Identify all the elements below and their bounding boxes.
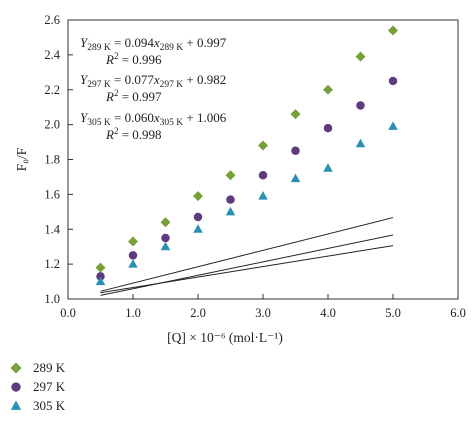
data-point (95, 276, 106, 286)
y-axis-title: F₀/F (14, 147, 29, 171)
data-point (95, 262, 106, 273)
data-point (258, 191, 268, 200)
fit-line (100, 234, 394, 296)
x-tick-label: 0.0 (60, 306, 76, 320)
eq-y-symbol: Y (80, 110, 89, 125)
x-tick-label: 4.0 (320, 306, 336, 320)
data-point (225, 206, 236, 216)
eq-x-symbol: x (153, 72, 160, 87)
y-tick-label: 2.6 (44, 13, 60, 27)
axes: 0.0 1.0 2.0 3.0 4.0 5.0 6.01.01.21.41.61.82.02… (14, 13, 466, 345)
fit-equation: Y289 K = 0.094x289 K + 0.997 (80, 35, 227, 53)
data-point (355, 138, 366, 148)
y-tick-label: 1.2 (44, 257, 60, 271)
data-point (291, 146, 300, 156)
legend-label: 297 K (33, 379, 66, 394)
r2-value: = 0.997 (118, 89, 162, 104)
x-tick-label: 5.0 (385, 306, 401, 320)
fit-line (100, 217, 394, 292)
legend-label: 305 K (33, 398, 66, 413)
legend-label: 289 K (33, 360, 66, 375)
data-point (388, 76, 398, 86)
data-point (226, 195, 235, 204)
data-point (225, 170, 236, 181)
fit-equation: Y297 K = 0.077x297 K + 0.982 (80, 72, 226, 90)
r2-value: = 0.998 (118, 127, 161, 142)
eq-slope: = 0.094 (111, 35, 155, 50)
y-tick-label: 2.2 (44, 83, 60, 97)
data-point (290, 109, 301, 120)
x-axis-title: [Q] × 10⁻⁶ (mol·L⁻¹) (167, 330, 283, 345)
data-point (161, 233, 170, 243)
data-point (323, 123, 333, 133)
r2-symbol: R (105, 89, 114, 104)
data-point (388, 121, 398, 130)
y-tick-label: 1.0 (44, 292, 60, 306)
r-squared: R2 = 0.997 (105, 88, 162, 104)
eq-intercept: + 0.982 (183, 72, 226, 87)
data-point (258, 170, 268, 180)
eq-y-subscript: 305 K (87, 118, 111, 128)
eq-y-subscript: 289 K (87, 43, 111, 53)
eq-x-symbol: x (153, 110, 160, 125)
y-tick-label: 2.4 (44, 48, 60, 62)
r-squared: R2 = 0.998 (105, 126, 162, 142)
r2-symbol: R (105, 52, 114, 67)
data-point (160, 217, 171, 228)
legend: 289 K 297 K 305 K (10, 360, 66, 413)
eq-y-symbol: Y (80, 35, 89, 50)
x-tick-label: 6.0 (450, 306, 466, 320)
eq-y-subscript: 297 K (87, 80, 111, 90)
y-tick-label: 2.0 (44, 118, 60, 132)
legend-marker (10, 400, 22, 410)
r2-superscript: 2 (114, 126, 119, 136)
legend-marker (11, 382, 21, 392)
eq-intercept: + 1.006 (183, 110, 227, 125)
eq-x-subscript: 289 K (160, 43, 184, 53)
fit-lines (100, 217, 394, 296)
data-point (96, 272, 105, 281)
data-point (193, 212, 203, 222)
data-point (258, 140, 268, 151)
legend-marker (10, 362, 22, 374)
r-squared: R2 = 0.996 (105, 51, 162, 67)
data-point (323, 84, 333, 95)
fit-equation: Y305 K = 0.060x305 K + 1.006 (80, 110, 227, 128)
eq-x-subscript: 305 K (160, 118, 184, 128)
data-point (193, 191, 203, 202)
data-point (128, 251, 138, 260)
data-point (290, 173, 301, 183)
r2-value: = 0.996 (118, 52, 162, 67)
data-points (95, 25, 398, 286)
data-point (355, 51, 366, 62)
data-point (388, 25, 398, 36)
eq-slope: = 0.077 (111, 72, 155, 87)
data-point (128, 259, 138, 268)
r2-superscript: 2 (114, 88, 119, 98)
fit-line (100, 245, 394, 294)
eq-x-subscript: 297 K (160, 80, 184, 90)
eq-y-symbol: Y (80, 72, 89, 87)
x-tick-label: 2.0 (190, 306, 206, 320)
x-tick-label: 1.0 (125, 306, 141, 320)
eq-slope: = 0.060 (111, 110, 154, 125)
data-point (356, 101, 365, 110)
y-tick-label: 1.4 (44, 222, 60, 236)
data-point (128, 236, 138, 247)
r2-superscript: 2 (114, 51, 119, 61)
data-point (323, 163, 333, 172)
eq-x-symbol: x (153, 35, 160, 50)
data-point (160, 241, 171, 251)
data-point (193, 224, 203, 233)
y-tick-label: 1.8 (44, 153, 60, 167)
x-tick-label: 3.0 (255, 306, 271, 320)
r2-symbol: R (105, 127, 114, 142)
y-tick-label: 1.6 (44, 187, 60, 201)
eq-intercept: + 0.997 (183, 35, 227, 50)
